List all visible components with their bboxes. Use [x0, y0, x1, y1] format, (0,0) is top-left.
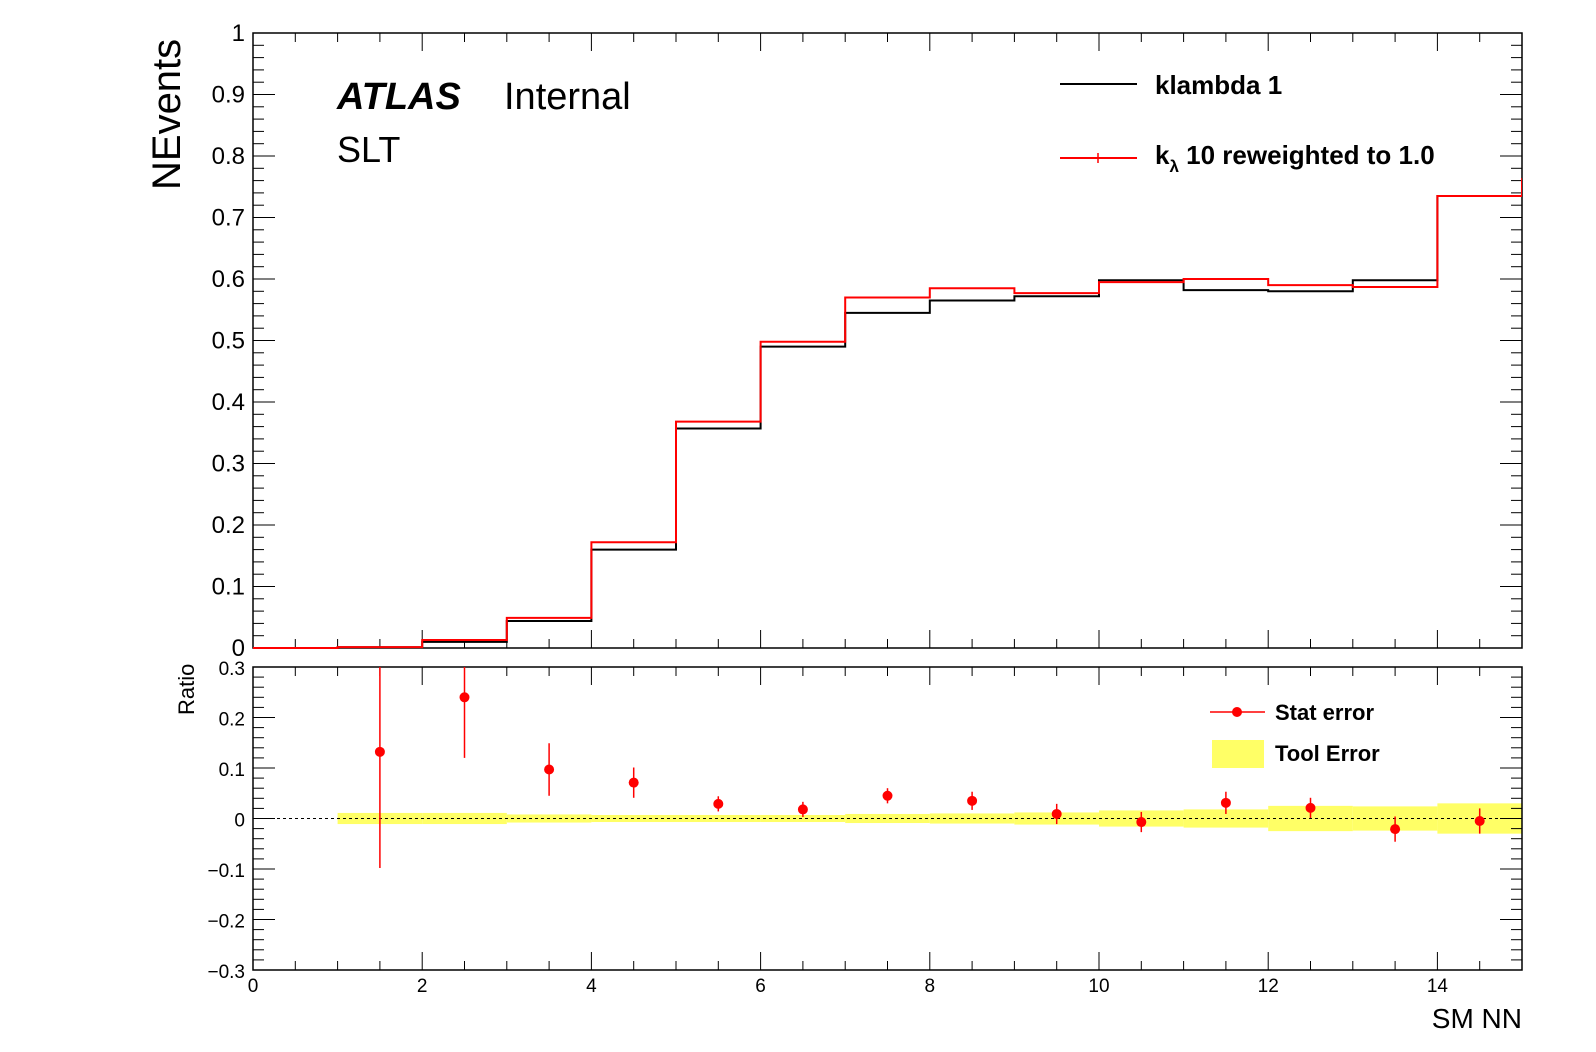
lower-ytick-label: −0.2 — [207, 912, 245, 933]
legend-reweighted-k: k — [1155, 140, 1170, 170]
lower-xtick-label: 4 — [586, 976, 597, 997]
upper-ytick-label: 0 — [232, 635, 245, 662]
stat-error-point — [967, 795, 978, 806]
internal-label: Internal — [504, 76, 631, 118]
legend-reweighted-rest: 10 reweighted to 1.0 — [1179, 140, 1435, 170]
legend-stat-label: Stat error — [1275, 700, 1374, 725]
lower-ytick-label: 0.2 — [219, 710, 245, 731]
tool-error-band — [845, 813, 930, 824]
lower-ytick-label: −0.1 — [207, 861, 245, 882]
stat-error-point — [1474, 816, 1485, 827]
lower-xtick-label: 6 — [755, 976, 766, 997]
upper-ytick-label: 0.5 — [212, 328, 245, 355]
upper-plot: 0 0.1 0.2 0.3 0.4 0.5 0.6 0.7 0.8 0.9 1 — [212, 20, 1523, 662]
upper-ytick-label: 0.6 — [212, 266, 245, 293]
legend-reweighted-label: kλ 10 reweighted to 1.0 — [1155, 140, 1435, 176]
upper-ytick-label: 1 — [232, 20, 245, 47]
stat-error-point — [1136, 817, 1147, 828]
lower-ytick-label: 0.3 — [219, 659, 245, 680]
upper-ytick-label: 0.3 — [212, 451, 245, 478]
stat-error-point — [544, 764, 555, 775]
lower-ytick-label: 0.1 — [219, 760, 245, 781]
tool-error-band — [929, 813, 1015, 824]
upper-series-0-line — [253, 179, 1522, 649]
legend-nominal-label: klambda 1 — [1155, 70, 1282, 100]
stat-error-point — [882, 790, 893, 801]
stat-error-point — [374, 746, 385, 757]
stat-error-point — [797, 804, 808, 815]
lower-ylabel: Ratio — [174, 664, 199, 715]
upper-ylabel: NEvents — [145, 39, 189, 190]
upper-frame — [252, 32, 1523, 649]
stat-error-point — [1220, 797, 1231, 808]
tool-error-band — [760, 814, 846, 823]
upper-ytick-label: 0.9 — [212, 82, 245, 109]
lower-xtick-label: 8 — [925, 976, 936, 997]
upper-series-1-line — [253, 178, 1522, 649]
lower-xtick-label: 2 — [417, 976, 428, 997]
stat-error-point — [1390, 824, 1401, 835]
stat-error-point — [713, 798, 724, 809]
lower-xtick-label: 14 — [1427, 976, 1449, 997]
legend-reweighted-sub: λ — [1169, 157, 1179, 176]
upper-ytick-label: 0.4 — [212, 389, 245, 416]
legend-stat-marker — [1232, 707, 1242, 717]
lower-xtick-label: 12 — [1258, 976, 1279, 997]
lower-ytick-label: −0.3 — [207, 962, 245, 983]
lower-xlabel: SM NN — [1432, 1003, 1522, 1034]
legend-tool-label: Tool Error — [1275, 741, 1380, 766]
channel-label: SLT — [337, 129, 400, 170]
atlas-label: ATLAS — [336, 76, 461, 118]
lower-plot: −0.3 −0.2 −0.1 0 0.1 0.2 0.3 0 2 4 6 8 10 12 14 — [207, 659, 1523, 997]
upper-ytick-label: 0.7 — [212, 205, 245, 232]
legend-tool-swatch — [1212, 740, 1264, 768]
stat-error-point — [1051, 808, 1062, 819]
lower-ytick-label: 0 — [234, 811, 245, 832]
stat-error-point — [459, 692, 470, 703]
upper-ytick-label: 0.1 — [212, 574, 245, 601]
upper-ytick-label: 0.2 — [212, 512, 245, 539]
stat-error-point — [1305, 802, 1316, 813]
upper-ytick-label: 0.8 — [212, 143, 245, 170]
lower-xtick-label: 10 — [1088, 976, 1109, 997]
lower-xtick-label: 0 — [248, 976, 259, 997]
stat-error-point — [628, 777, 639, 788]
tool-error-band — [676, 814, 761, 823]
